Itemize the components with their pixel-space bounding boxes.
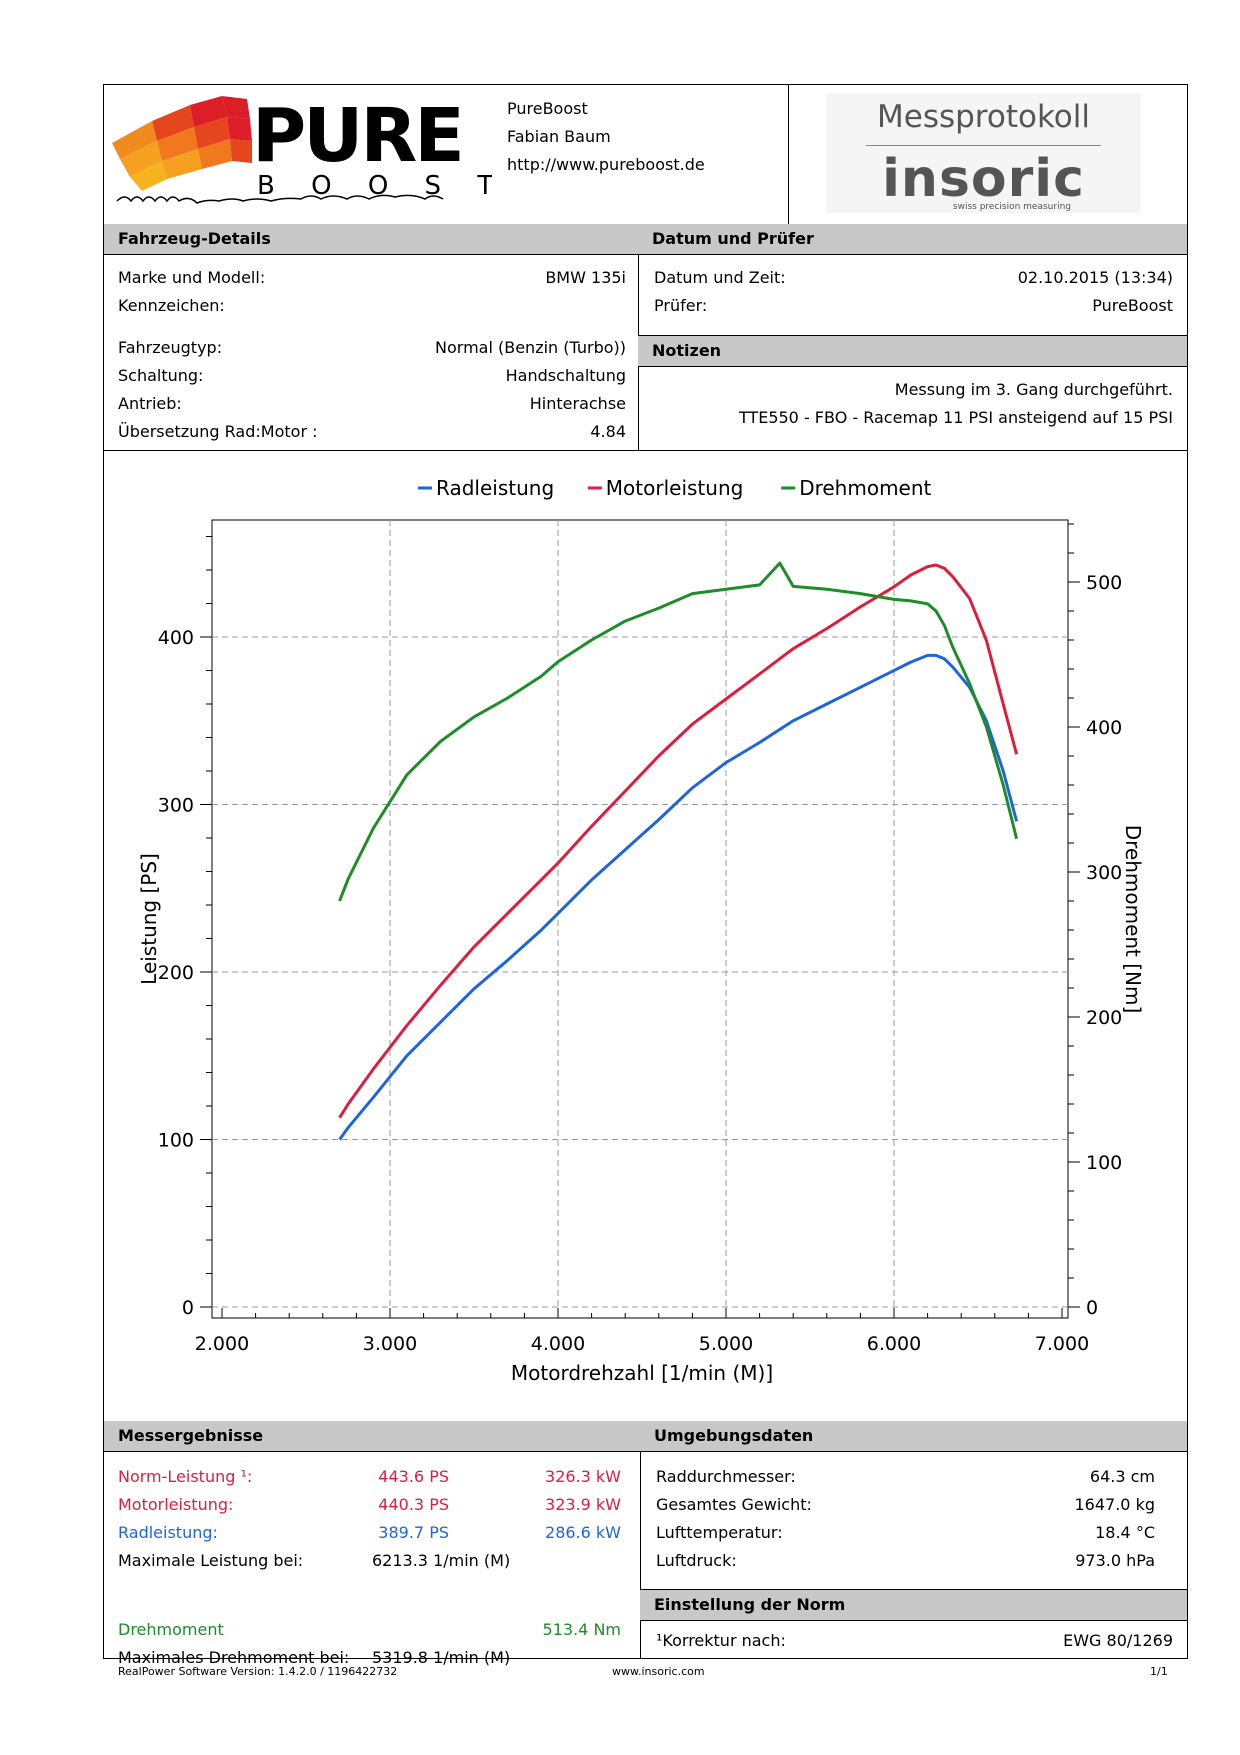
result-ps-norm: 443.6 PS (378, 1467, 449, 1486)
max-power-label: Maximale Leistung bei: (118, 1551, 304, 1570)
vehicle-section-header: Fahrzeug-Details (104, 224, 638, 255)
norm-label: ¹Korrektur nach: (656, 1631, 786, 1650)
results-section-header: Messergebnisse (104, 1421, 640, 1452)
vehicle-value-gearbox: Handschaltung (505, 366, 626, 385)
notes-line-1: Messung im 3. Gang durchgeführt. (894, 380, 1173, 399)
notes-section-header: Notizen (638, 336, 1187, 367)
result-label-wheel: Radleistung: (118, 1523, 218, 1542)
brand-tagline: swiss precision measuring (952, 202, 1071, 212)
logo-mosaic (112, 96, 252, 191)
env-value-pressure: 973.0 hPa (1075, 1551, 1155, 1570)
date-section-header: Datum und Prüfer (638, 224, 1187, 255)
notes-line-2: TTE550 - FBO - Racemap 11 PSI ansteigend… (738, 408, 1173, 427)
tester-label: Prüfer: (654, 296, 708, 315)
max-torque-value: 5319.8 1/min (M) (372, 1648, 511, 1667)
tester-value: PureBoost (1092, 296, 1173, 315)
norm-section-header: Einstellung der Norm (640, 1590, 1187, 1621)
vehicle-label-ratio: Übersetzung Rad:Motor : (118, 422, 318, 441)
result-label-norm: Norm-Leistung ¹: (118, 1467, 253, 1486)
max-power-value: 6213.3 1/min (M) (372, 1551, 511, 1570)
date-label: Datum und Zeit: (654, 268, 786, 287)
env-value-weight: 1647.0 kg (1074, 1495, 1156, 1514)
vehicle-value-drive: Hinterachse (529, 394, 626, 413)
company-url[interactable]: http://www.pureboost.de (507, 155, 705, 174)
env-label-weight: Gesamtes Gewicht: (656, 1495, 812, 1514)
footer-page: 1/1 (1150, 1665, 1168, 1678)
result-label-motor: Motorleistung: (118, 1495, 234, 1514)
env-section-header: Umgebungsdaten (640, 1421, 1187, 1452)
result-kw-wheel: 286.6 kW (545, 1523, 621, 1542)
protocol-title: Messprotokoll (877, 99, 1090, 135)
vehicle-label-drive: Antrieb: (118, 394, 182, 413)
max-torque-label: Maximales Drehmoment bei: (118, 1648, 350, 1667)
result-kw-motor: 323.9 kW (545, 1495, 621, 1514)
footer-version: RealPower Software Version: 1.4.2.0 / 11… (118, 1665, 398, 1678)
vehicle-value-ratio: 4.84 (590, 422, 626, 441)
logo-pure-text: PURE (252, 93, 462, 179)
vehicle-label-plate: Kennzeichen: (118, 296, 225, 315)
report-page: PURE B O O S T PureBoost Fabian Baum htt… (103, 84, 1188, 1667)
env-label-temp: Lufttemperatur: (656, 1523, 783, 1542)
torque-value: 513.4 Nm (542, 1620, 621, 1639)
norm-value: EWG 80/1269 (1063, 1631, 1173, 1650)
date-value: 02.10.2015 (13:34) (1017, 268, 1173, 287)
insoric-logo: Messprotokoll insoric swiss precision me… (826, 93, 1141, 213)
logo-signature (116, 194, 444, 204)
person-name: Fabian Baum (507, 127, 611, 146)
vehicle-label-model: Marke und Modell: (118, 268, 266, 287)
vehicle-label-type: Fahrzeugtyp: (118, 338, 223, 357)
env-label-pressure: Luftdruck: (656, 1551, 737, 1570)
company-name: PureBoost (507, 99, 588, 118)
torque-label: Drehmoment (118, 1620, 224, 1639)
footer-site[interactable]: www.insoric.com (612, 1665, 705, 1678)
pureboost-logo: PURE B O O S T (112, 91, 493, 216)
result-ps-motor: 440.3 PS (378, 1495, 449, 1514)
env-value-temp: 18.4 °C (1095, 1523, 1155, 1542)
env-value-wheel-diameter: 64.3 cm (1089, 1467, 1155, 1486)
brand-name: insoric (882, 149, 1085, 209)
result-kw-norm: 326.3 kW (545, 1467, 621, 1486)
result-ps-wheel: 389.7 PS (378, 1523, 449, 1542)
vehicle-label-gearbox: Schaltung: (118, 366, 204, 385)
vehicle-value-model: BMW 135i (545, 268, 626, 287)
env-label-wheel-diameter: Raddurchmesser: (656, 1467, 796, 1486)
vehicle-value-type: Normal (Benzin (Turbo)) (435, 338, 626, 357)
